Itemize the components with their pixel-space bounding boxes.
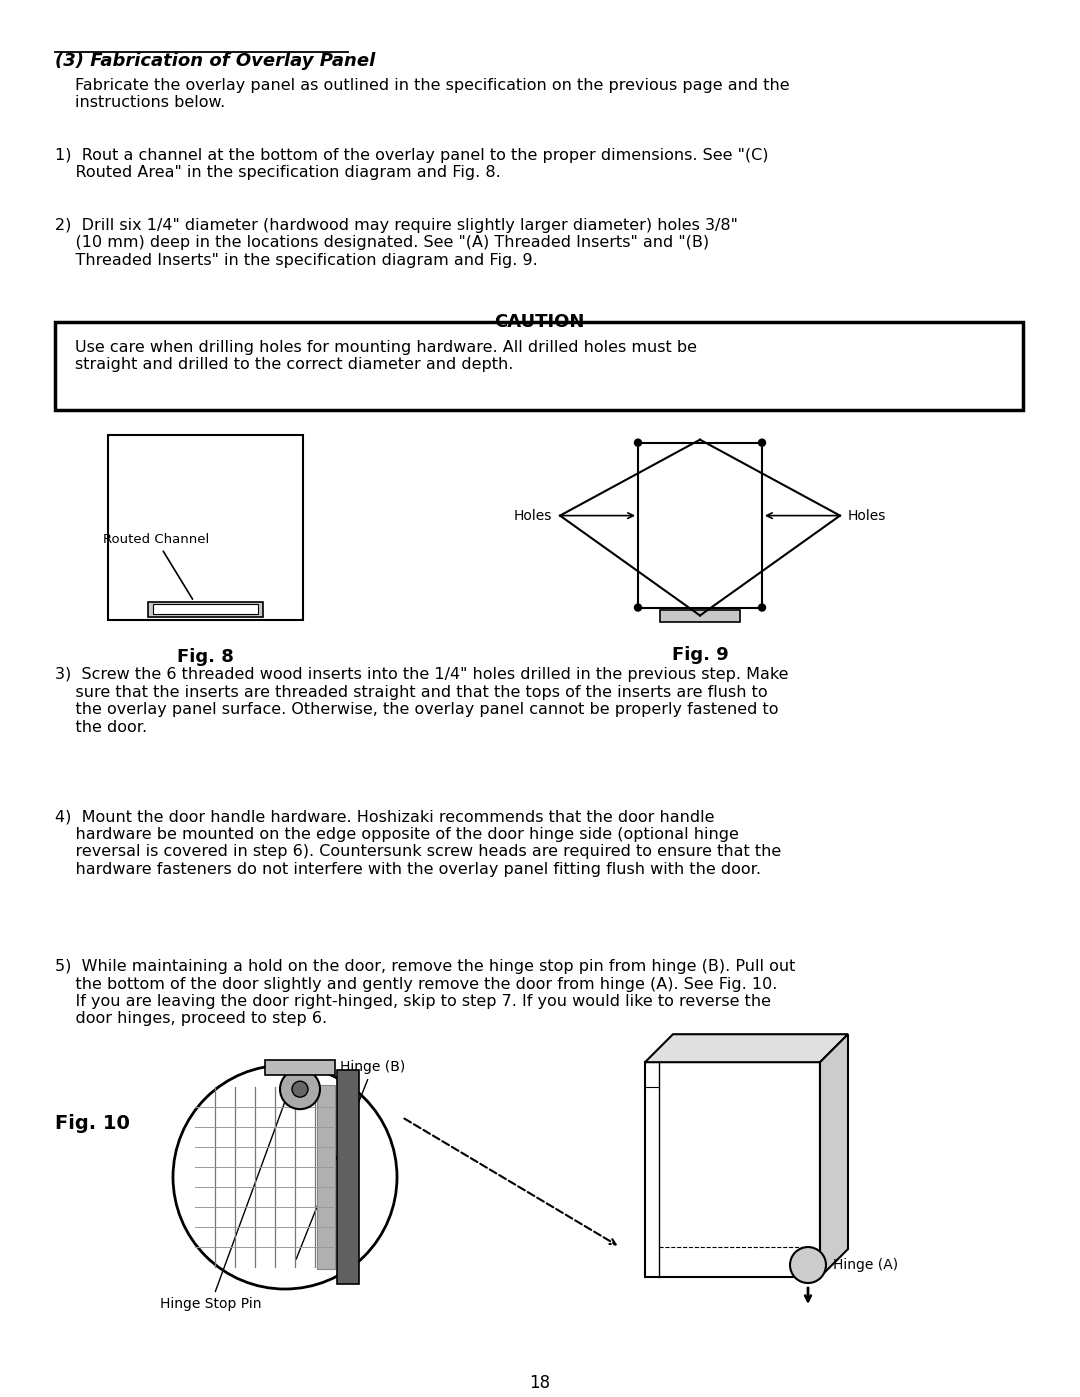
- Text: Use care when drilling holes for mounting hardware. All drilled holes must be
st: Use care when drilling holes for mountin…: [75, 339, 697, 372]
- Circle shape: [173, 1065, 397, 1289]
- Text: Routed Channel: Routed Channel: [103, 534, 210, 599]
- Text: Fabricate the overlay panel as outlined in the specification on the previous pag: Fabricate the overlay panel as outlined …: [75, 78, 789, 110]
- Bar: [153, 604, 258, 613]
- Bar: [337, 1070, 359, 1284]
- Circle shape: [789, 1248, 826, 1282]
- Bar: [660, 609, 740, 622]
- Text: Fig. 8: Fig. 8: [177, 647, 234, 665]
- Text: Hinge (A): Hinge (A): [833, 1259, 899, 1273]
- Polygon shape: [820, 1034, 848, 1277]
- Circle shape: [635, 604, 642, 610]
- Bar: [265, 1060, 335, 1076]
- Circle shape: [758, 604, 766, 610]
- Polygon shape: [645, 1034, 848, 1062]
- Text: (3) Fabrication of Overlay Panel: (3) Fabrication of Overlay Panel: [55, 52, 375, 70]
- Text: 1)  Rout a channel at the bottom of the overlay panel to the proper dimensions. : 1) Rout a channel at the bottom of the o…: [55, 148, 769, 180]
- Circle shape: [280, 1069, 320, 1109]
- Circle shape: [292, 1081, 308, 1097]
- Circle shape: [758, 439, 766, 446]
- Text: Hinge (B): Hinge (B): [296, 1060, 405, 1260]
- Bar: [318, 1085, 335, 1268]
- Text: Holes: Holes: [514, 509, 552, 522]
- Text: Fig. 9: Fig. 9: [672, 645, 728, 664]
- Text: 5)  While maintaining a hold on the door, remove the hinge stop pin from hinge (: 5) While maintaining a hold on the door,…: [55, 960, 795, 1027]
- Text: 2)  Drill six 1/4" diameter (hardwood may require slightly larger diameter) hole: 2) Drill six 1/4" diameter (hardwood may…: [55, 218, 738, 268]
- Bar: [148, 602, 264, 616]
- Bar: [645, 1062, 820, 1277]
- Text: 3)  Screw the 6 threaded wood inserts into the 1/4" holes drilled in the previou: 3) Screw the 6 threaded wood inserts int…: [55, 668, 788, 735]
- Text: 4)  Mount the door handle hardware. Hoshizaki recommends that the door handle
  : 4) Mount the door handle hardware. Hoshi…: [55, 809, 781, 876]
- Text: CAUTION: CAUTION: [494, 313, 584, 331]
- Text: Holes: Holes: [848, 509, 887, 522]
- Bar: [638, 443, 762, 608]
- Bar: [108, 434, 303, 619]
- Text: 18: 18: [529, 1375, 551, 1391]
- Circle shape: [635, 439, 642, 446]
- Bar: [55, 321, 1023, 409]
- Text: Hinge Stop Pin: Hinge Stop Pin: [160, 1077, 294, 1310]
- Text: Fig. 10: Fig. 10: [55, 1115, 130, 1133]
